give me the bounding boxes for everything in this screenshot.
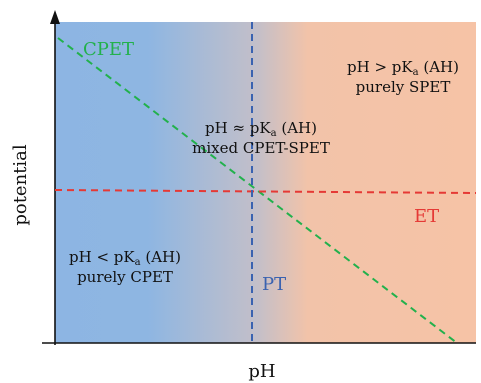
- region-low-line2: purely CPET: [77, 268, 173, 286]
- region-low-line1: pH < pKa (AH): [69, 248, 181, 268]
- y-axis-label: potential: [10, 144, 31, 226]
- et-line-label: ET: [414, 206, 439, 227]
- region-mid-line1: pH ≈ pKa (AH): [205, 119, 317, 139]
- region-background: [55, 22, 476, 343]
- region-high-line1: pH > pKa (AH): [347, 58, 459, 78]
- x-axis-label: pH: [248, 361, 275, 382]
- region-mid-line2: mixed CPET-SPET: [192, 139, 330, 157]
- cpet-line-label: CPET: [83, 39, 134, 60]
- y-axis-arrow-icon: [50, 10, 60, 24]
- pt-line-label: PT: [262, 274, 286, 295]
- region-high-line2: purely SPET: [356, 78, 451, 96]
- et-line: [54, 189, 477, 194]
